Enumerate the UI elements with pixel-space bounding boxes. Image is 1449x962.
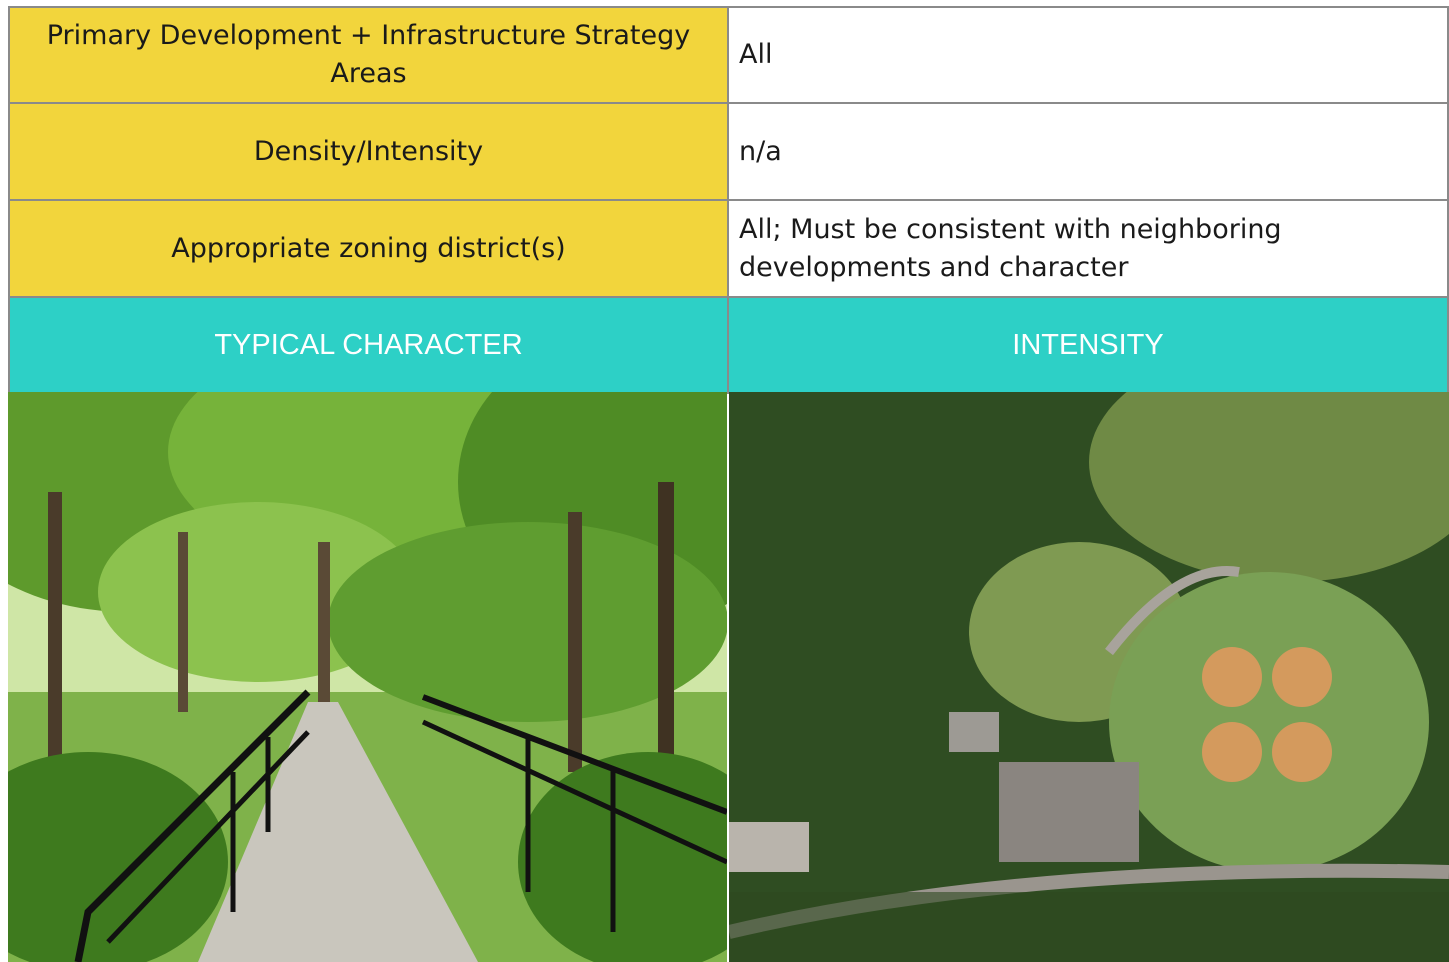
- row-label: Appropriate zoning district(s): [8, 199, 729, 298]
- column-header: TYPICAL CHARACTER: [8, 296, 729, 394]
- park-photo: [8, 392, 727, 962]
- column-header: INTENSITY: [727, 296, 1449, 394]
- row-label: Primary Development + Infrastructure Str…: [8, 6, 729, 104]
- row-value: n/a: [727, 102, 1449, 201]
- row-label: Density/Intensity: [8, 102, 729, 201]
- aerial-photo: [729, 392, 1449, 962]
- row-value: All; Must be consistent with neighboring…: [727, 199, 1449, 298]
- row-value: All: [727, 6, 1449, 104]
